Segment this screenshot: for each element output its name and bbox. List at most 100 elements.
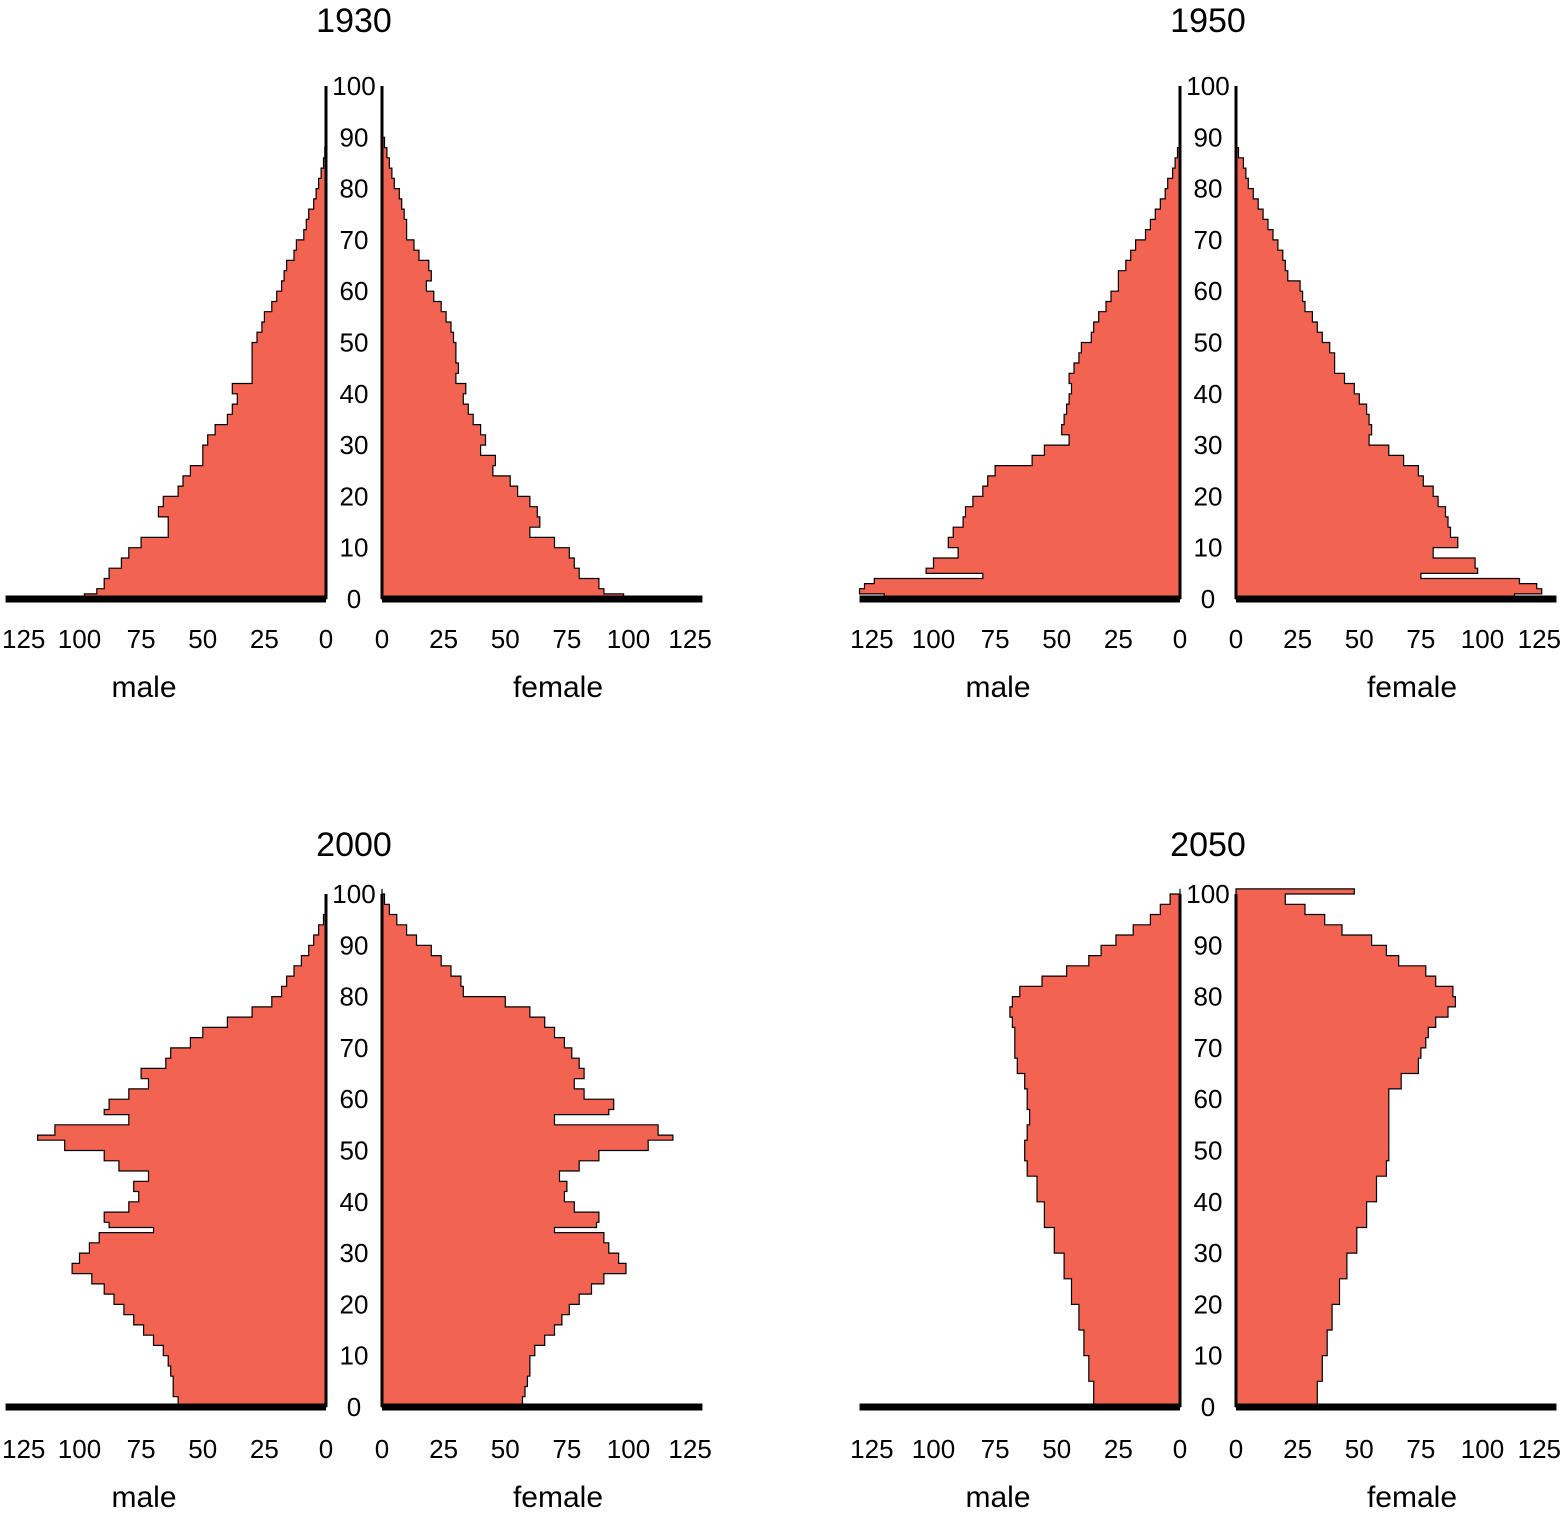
age-tick-label: 80 bbox=[340, 174, 369, 204]
age-tick-label: 10 bbox=[1194, 533, 1223, 563]
male-x-tick-label: 25 bbox=[1104, 624, 1133, 654]
female-x-tick-label: 75 bbox=[1406, 624, 1435, 654]
male-x-tick-label: 0 bbox=[319, 1434, 333, 1464]
male-population-bars bbox=[858, 142, 1181, 600]
age-tick-label: 60 bbox=[340, 1084, 369, 1114]
age-tick-label: 90 bbox=[1194, 930, 1223, 960]
age-tick-label: 30 bbox=[340, 430, 369, 460]
female-population-bars bbox=[1235, 142, 1543, 600]
female-x-tick-label: 100 bbox=[1461, 1434, 1504, 1464]
female-x-tick-label: 100 bbox=[607, 624, 650, 654]
female-x-tick-label: 50 bbox=[491, 624, 520, 654]
male-x-tick-label: 75 bbox=[981, 624, 1010, 654]
female-x-tick-label: 125 bbox=[1518, 1434, 1561, 1464]
male-x-tick-label: 25 bbox=[1104, 1434, 1133, 1464]
male-x-tick-label: 75 bbox=[127, 1434, 156, 1464]
panel-title: 1950 bbox=[1170, 2, 1246, 40]
age-tick-label: 40 bbox=[1194, 1187, 1223, 1217]
male-x-tick-label: 75 bbox=[981, 1434, 1010, 1464]
age-tick-label: 20 bbox=[340, 1289, 369, 1319]
age-tick-label: 20 bbox=[340, 481, 369, 511]
age-tick-label: 40 bbox=[340, 379, 369, 409]
age-tick-label: 50 bbox=[340, 1136, 369, 1166]
female-x-tick-label: 25 bbox=[429, 1434, 458, 1464]
age-tick-label: 50 bbox=[1194, 1136, 1223, 1166]
female-x-tick-label: 0 bbox=[375, 624, 389, 654]
female-population-bars bbox=[381, 888, 674, 1408]
male-x-tick-label: 50 bbox=[188, 1434, 217, 1464]
male-x-tick-label: 0 bbox=[1173, 624, 1187, 654]
age-tick-label: 70 bbox=[340, 225, 369, 255]
age-tick-label: 0 bbox=[1201, 584, 1215, 614]
male-side-label: male bbox=[965, 1481, 1030, 1514]
age-tick-label: 60 bbox=[1194, 276, 1223, 306]
age-tick-label: 80 bbox=[1194, 174, 1223, 204]
male-side-label: male bbox=[965, 671, 1030, 704]
female-x-tick-label: 125 bbox=[668, 1434, 711, 1464]
female-x-tick-label: 125 bbox=[1518, 624, 1561, 654]
age-tick-label: 70 bbox=[1194, 1033, 1223, 1063]
female-x-tick-label: 75 bbox=[552, 1434, 581, 1464]
age-tick-label: 100 bbox=[332, 879, 375, 909]
age-tick-label: 90 bbox=[340, 122, 369, 152]
female-x-tick-label: 125 bbox=[668, 624, 711, 654]
age-tick-label: 70 bbox=[1194, 225, 1223, 255]
age-tick-label: 20 bbox=[1194, 481, 1223, 511]
male-x-tick-label: 100 bbox=[58, 1434, 101, 1464]
female-x-tick-label: 0 bbox=[1229, 624, 1243, 654]
age-tick-label: 10 bbox=[340, 533, 369, 563]
age-tick-label: 40 bbox=[1194, 379, 1223, 409]
age-tick-label: 50 bbox=[1194, 328, 1223, 358]
male-x-tick-label: 50 bbox=[188, 624, 217, 654]
male-x-tick-label: 0 bbox=[319, 624, 333, 654]
female-x-tick-label: 75 bbox=[1406, 1434, 1435, 1464]
female-x-tick-label: 25 bbox=[1283, 624, 1312, 654]
age-tick-label: 40 bbox=[340, 1187, 369, 1217]
age-tick-label: 90 bbox=[1194, 122, 1223, 152]
age-tick-label: 90 bbox=[340, 930, 369, 960]
female-x-tick-label: 25 bbox=[429, 624, 458, 654]
age-tick-label: 30 bbox=[340, 1238, 369, 1268]
female-x-tick-label: 50 bbox=[1345, 1434, 1374, 1464]
age-tick-label: 80 bbox=[340, 982, 369, 1012]
pyramid-panel-2000: 2000 0 10 20 30 40 50 60 70 80 90 100 125 125 100 100 75… bbox=[2, 826, 712, 1514]
female-x-tick-label: 50 bbox=[1345, 624, 1374, 654]
panel-title: 1930 bbox=[316, 2, 392, 40]
male-x-tick-label: 100 bbox=[58, 624, 101, 654]
male-population-bars bbox=[83, 142, 327, 600]
male-x-tick-label: 25 bbox=[250, 1434, 279, 1464]
pyramid-panel-1930: 1930 0 10 20 30 40 50 60 70 80 90 100 125 125 100 100 75… bbox=[2, 2, 712, 704]
age-tick-label: 100 bbox=[1186, 71, 1229, 101]
female-x-tick-label: 50 bbox=[491, 1434, 520, 1464]
male-x-tick-label: 125 bbox=[850, 1434, 893, 1464]
age-tick-label: 20 bbox=[1194, 1289, 1223, 1319]
male-x-tick-label: 125 bbox=[2, 624, 45, 654]
male-population-bars bbox=[1009, 888, 1181, 1408]
male-x-tick-label: 100 bbox=[912, 1434, 955, 1464]
age-tick-label: 80 bbox=[1194, 982, 1223, 1012]
male-x-tick-label: 75 bbox=[127, 624, 156, 654]
age-tick-label: 10 bbox=[340, 1341, 369, 1371]
age-tick-label: 30 bbox=[1194, 430, 1223, 460]
female-x-tick-label: 25 bbox=[1283, 1434, 1312, 1464]
age-tick-label: 0 bbox=[1201, 1392, 1215, 1422]
male-population-bars bbox=[37, 909, 327, 1408]
male-side-label: male bbox=[111, 1481, 176, 1514]
pyramid-panel-1950: 1950 0 10 20 30 40 50 60 70 80 90 100 125 125 100 100 75… bbox=[850, 2, 1561, 704]
age-tick-label: 30 bbox=[1194, 1238, 1223, 1268]
age-tick-label: 100 bbox=[332, 71, 375, 101]
male-side-label: male bbox=[111, 671, 176, 704]
female-x-tick-label: 75 bbox=[552, 624, 581, 654]
female-population-bars bbox=[381, 132, 625, 600]
age-tick-label: 10 bbox=[1194, 1341, 1223, 1371]
male-x-tick-label: 125 bbox=[2, 1434, 45, 1464]
panel-title: 2050 bbox=[1170, 826, 1246, 864]
female-side-label: female bbox=[513, 671, 603, 704]
female-x-tick-label: 0 bbox=[375, 1434, 389, 1464]
female-side-label: female bbox=[513, 1481, 603, 1514]
pyramid-panel-2050: 2050 0 10 20 30 40 50 60 70 80 90 100 125 125 100 100 75… bbox=[850, 826, 1561, 1514]
age-tick-label: 100 bbox=[1186, 879, 1229, 909]
female-x-tick-label: 100 bbox=[607, 1434, 650, 1464]
